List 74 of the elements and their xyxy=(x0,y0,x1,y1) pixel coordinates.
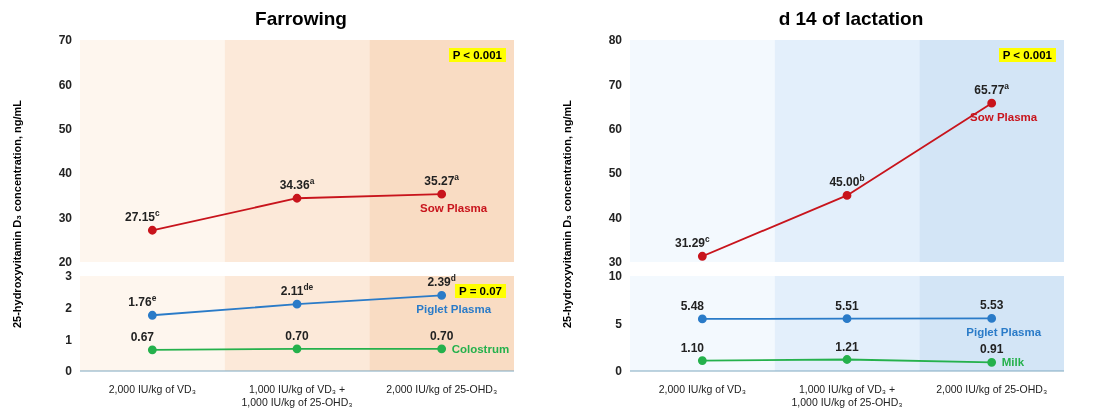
series-label: Sow Plasma xyxy=(420,202,488,215)
y-tick-label: 0 xyxy=(615,364,623,379)
x-tick-label: 1,000 IU/kg of VD₃ + 1,000 IU/kg of 25-OHD₃ xyxy=(241,383,353,408)
point xyxy=(842,191,852,200)
point xyxy=(842,314,852,324)
x-tick-label: 2,000 IU/kg of 25-OHD₃ xyxy=(936,383,1048,395)
point xyxy=(437,344,447,354)
series-label: Colostrum xyxy=(451,342,510,355)
data-label: 5.51 xyxy=(835,298,859,313)
y-tick-label: 50 xyxy=(58,122,73,137)
point xyxy=(147,345,157,355)
point xyxy=(147,225,157,235)
y-tick-label: 70 xyxy=(58,33,73,48)
point xyxy=(437,189,447,199)
y-tick-label: 2 xyxy=(65,300,73,315)
y-tick-label: 70 xyxy=(608,77,623,92)
series-label: Sow Plasma xyxy=(970,111,1038,124)
y-tick-label: 80 xyxy=(608,33,623,48)
series-label: Milk xyxy=(1001,356,1025,369)
point xyxy=(842,355,852,364)
y-tick-label: 5 xyxy=(615,316,623,331)
data-label: 45.00$^{b}$ xyxy=(829,173,865,190)
point xyxy=(147,310,157,320)
point xyxy=(292,193,302,203)
y-tick-label: 10 xyxy=(608,269,623,284)
chart-title: Farrowing xyxy=(254,8,348,31)
y-tick-label: 40 xyxy=(58,166,73,181)
annotation: P = 0.07 xyxy=(455,284,506,298)
data-label: 1.10 xyxy=(680,340,705,355)
point xyxy=(987,314,997,323)
data-label: 0.70 xyxy=(429,328,454,343)
point xyxy=(697,356,707,365)
point xyxy=(697,251,707,261)
series-label: Piglet Plasma xyxy=(966,326,1042,339)
y-axis-title: 25-hydroxyvitamin D₃ concentration, ng/mL xyxy=(11,99,23,329)
data-label: 31.29$^{c}$ xyxy=(674,234,711,251)
point xyxy=(697,314,707,324)
x-tick-label: 2,000 IU/kg of VD₃ xyxy=(108,383,196,395)
y-tick-label: 1 xyxy=(65,332,73,347)
data-label: 35.27$^{a}$ xyxy=(424,172,460,189)
data-label: 65.77$^{a}$ xyxy=(974,81,1010,98)
point xyxy=(987,98,997,108)
data-label: 2.39$^{d}$ xyxy=(427,273,456,290)
y-tick-label: 40 xyxy=(608,210,623,225)
y-tick-label: 30 xyxy=(608,255,623,270)
point xyxy=(437,290,447,300)
y-tick-label: 60 xyxy=(58,77,73,92)
x-tick-label: 1,000 IU/kg of VD₃ + 1,000 IU/kg of 25-OHD₃ xyxy=(791,383,903,408)
x-tick-label: 2,000 IU/kg of VD₃ xyxy=(658,383,746,395)
y-tick-label: 50 xyxy=(608,166,623,181)
y-tick-label: 3 xyxy=(65,269,73,284)
point xyxy=(292,344,302,354)
point xyxy=(292,299,302,309)
chart-title: d 14 of lactation xyxy=(777,8,925,31)
annotation: P < 0.001 xyxy=(998,48,1056,62)
series-label: Piglet Plasma xyxy=(416,303,492,316)
data-label: 0.91 xyxy=(979,342,1004,357)
data-label: 0.67 xyxy=(130,329,155,344)
data-label: 5.48 xyxy=(680,298,705,313)
data-label: 1.76$^{e}$ xyxy=(128,293,157,310)
annotation: P < 0.001 xyxy=(448,48,506,62)
y-tick-label: 0 xyxy=(65,364,73,379)
data-label: 2.11$^{de}$ xyxy=(280,282,314,299)
data-label: 34.36$^{a}$ xyxy=(279,176,315,193)
x-tick-label: 2,000 IU/kg of 25-OHD₃ xyxy=(386,383,498,395)
y-axis-title: 25-hydroxyvitamin D₃ concentration, ng/mL xyxy=(561,99,573,329)
data-label: 5.53 xyxy=(979,298,1004,313)
data-label: 1.21 xyxy=(835,339,859,354)
data-label: 27.15$^{c}$ xyxy=(124,208,161,225)
data-label: 0.70 xyxy=(285,328,309,343)
y-tick-label: 20 xyxy=(58,255,73,270)
point xyxy=(987,357,997,367)
y-tick-label: 60 xyxy=(608,122,623,137)
y-tick-label: 30 xyxy=(58,210,73,225)
